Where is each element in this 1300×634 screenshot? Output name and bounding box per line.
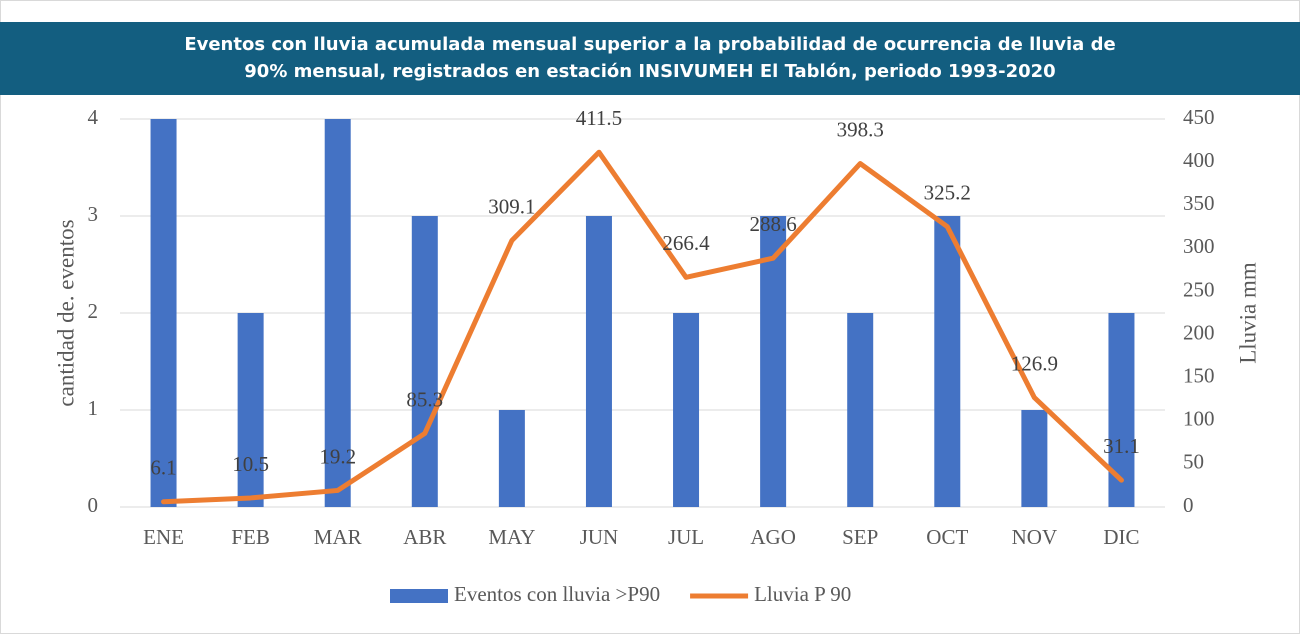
x-tick-label: SEP (842, 525, 878, 549)
data-label: 325.2 (924, 180, 971, 204)
bar (847, 313, 874, 507)
legend-label: Lluvia P 90 (754, 582, 851, 606)
data-label: 6.1 (150, 456, 176, 480)
chart-title: Eventos con lluvia acumulada mensual sup… (184, 34, 1115, 55)
data-label: 85.3 (406, 387, 443, 411)
data-label: 266.4 (662, 231, 710, 255)
x-tick-label: JUN (580, 525, 619, 549)
y2-tick-label: 150 (1183, 363, 1215, 387)
y-tick-label: 4 (88, 105, 99, 129)
data-label: 126.9 (1011, 351, 1058, 375)
x-tick-label: NOV (1012, 525, 1058, 549)
bar (150, 119, 177, 507)
y-axis-label: cantidad de. eventos (53, 219, 78, 406)
data-label: 10.5 (232, 452, 269, 476)
bar (498, 410, 525, 507)
x-tick-label: MAY (488, 525, 535, 549)
y-tick-label: 2 (88, 299, 99, 323)
line (161, 149, 1124, 505)
x-tick-label: AGO (750, 525, 796, 549)
data-label: 288.6 (750, 212, 797, 236)
bar (934, 216, 961, 507)
x-tick-label: ABR (403, 525, 446, 549)
y2-tick-label: 350 (1183, 191, 1215, 215)
legend-label: Eventos con lluvia >P90 (454, 582, 660, 606)
bar (411, 216, 438, 507)
data-label: 19.2 (319, 444, 356, 468)
data-label: 411.5 (576, 106, 622, 130)
chart-title: 90% mensual, registrados en estación INS… (244, 61, 1055, 82)
title-banner (0, 22, 1300, 95)
y-tick-label: 1 (88, 396, 99, 420)
data-label: 309.1 (488, 194, 535, 218)
y2-tick-label: 100 (1183, 407, 1215, 431)
x-tick-label: FEB (231, 525, 270, 549)
x-tick-label: DIC (1103, 525, 1139, 549)
bar (760, 216, 787, 507)
y2-tick-label: 200 (1183, 320, 1215, 344)
y2-tick-label: 0 (1183, 493, 1194, 517)
x-tick-label: JUL (668, 525, 704, 549)
bar (585, 216, 612, 507)
y2-axis-label: Lluvia mm (1235, 262, 1260, 364)
x-tick-label: OCT (926, 525, 968, 549)
legend-swatch (390, 589, 448, 603)
bar (237, 313, 264, 507)
y2-tick-label: 50 (1183, 450, 1204, 474)
y2-tick-label: 450 (1183, 105, 1215, 129)
y2-tick-label: 250 (1183, 277, 1215, 301)
y2-tick-label: 300 (1183, 234, 1215, 258)
data-label: 398.3 (837, 117, 884, 141)
bar (1021, 410, 1048, 507)
data-label: 31.1 (1103, 434, 1140, 458)
bar (324, 119, 351, 507)
x-tick-label: ENE (143, 525, 184, 549)
y-tick-label: 3 (88, 202, 99, 226)
y2-tick-label: 400 (1183, 148, 1215, 172)
x-tick-label: MAR (314, 525, 362, 549)
bar (673, 313, 700, 507)
y-tick-label: 0 (88, 493, 99, 517)
